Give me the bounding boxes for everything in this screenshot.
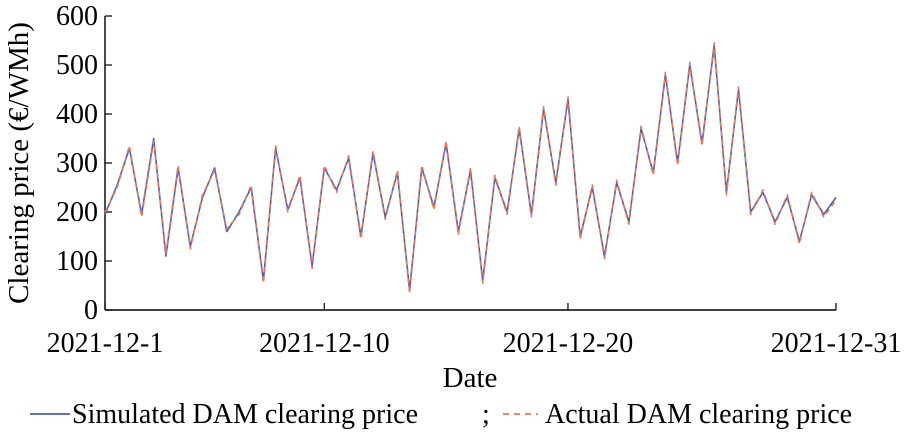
- y-ticks: 0 100 200 300 400 500 600: [56, 1, 112, 326]
- simulated-price-line: [104, 44, 837, 292]
- y-tick-label: 500: [56, 50, 98, 81]
- series-layer: [104, 42, 837, 294]
- y-tick-label: 600: [56, 1, 98, 32]
- plot-area: [104, 16, 836, 311]
- y-tick-label: 400: [56, 99, 98, 130]
- x-tick-label: 2021-12-10: [259, 328, 390, 359]
- legend-label-actual: Actual DAM clearing price: [545, 399, 852, 430]
- y-tick-label: 300: [56, 148, 98, 179]
- actual-price-line: [104, 42, 837, 294]
- x-tick-label: 2021-12-1: [47, 328, 164, 359]
- legend: Simulated DAM clearing price ; Actual DA…: [30, 399, 852, 430]
- y-tick-label: 100: [56, 246, 98, 277]
- legend-label-simulated: Simulated DAM clearing price: [72, 399, 418, 430]
- x-axis-label: Date: [443, 362, 498, 394]
- x-tick-label: 2021-12-20: [503, 328, 634, 359]
- legend-separator: ;: [482, 399, 490, 430]
- x-ticks: 2021-12-1 2021-12-10 2021-12-20 2021-12-31: [47, 303, 902, 359]
- y-axis-label: Clearing price (€/WMh): [3, 22, 35, 304]
- y-tick-label: 0: [84, 295, 98, 326]
- x-tick-label: 2021-12-31: [771, 328, 902, 359]
- y-tick-label: 200: [56, 197, 98, 228]
